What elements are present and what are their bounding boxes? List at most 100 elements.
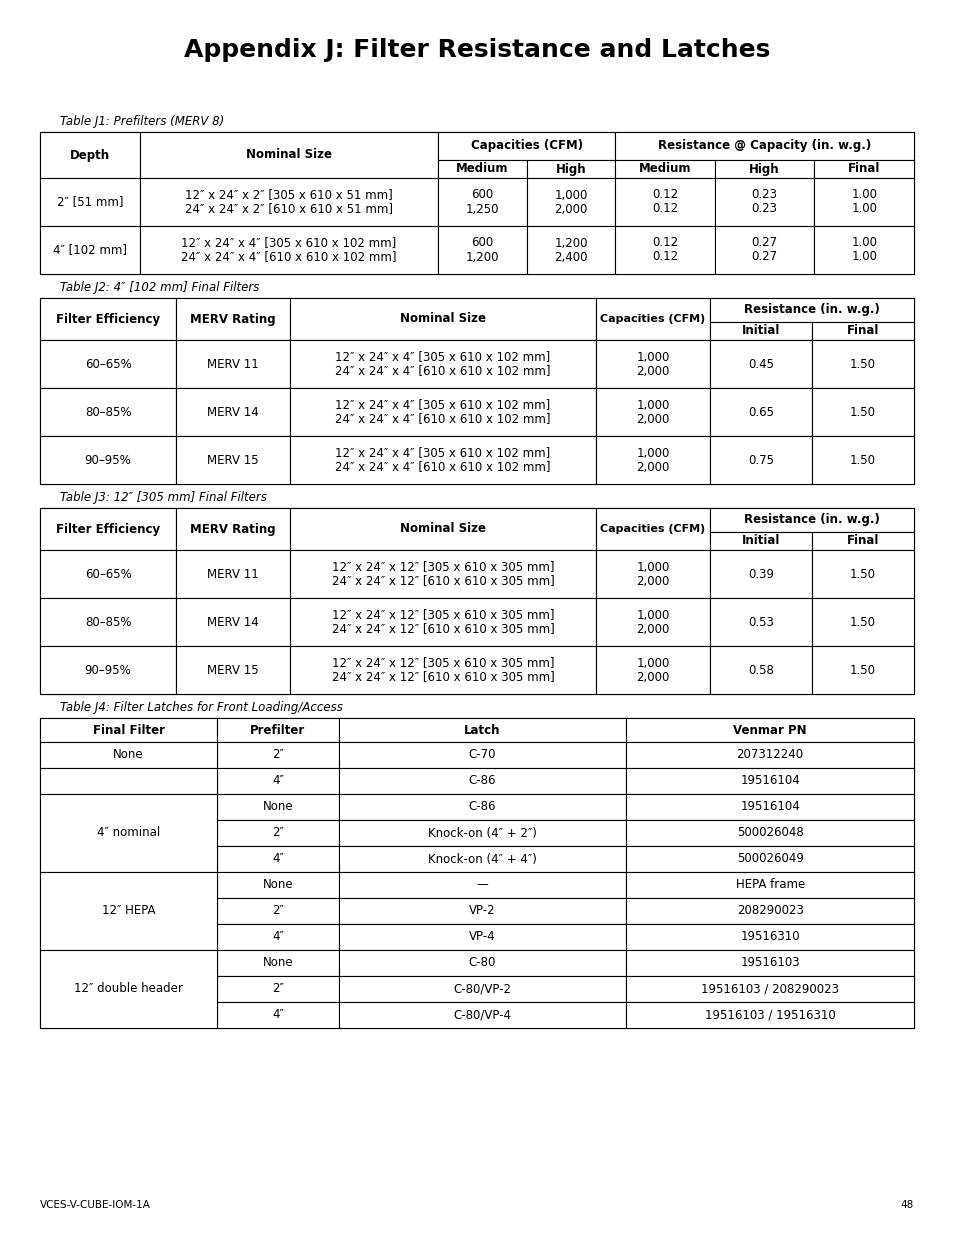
Bar — [176, 598, 290, 646]
Bar — [626, 718, 913, 742]
Text: C-86: C-86 — [468, 774, 496, 788]
Text: Appendix J: Filter Resistance and Latches: Appendix J: Filter Resistance and Latche… — [184, 38, 769, 62]
Text: 2″: 2″ — [272, 748, 283, 762]
Bar — [526, 178, 615, 226]
Bar — [709, 388, 811, 436]
Text: C-80/VP-4: C-80/VP-4 — [453, 1009, 511, 1021]
Bar — [626, 898, 913, 924]
Text: 12″ x 24″ x 12″ [305 x 610 x 305 mm]: 12″ x 24″ x 12″ [305 x 610 x 305 mm] — [332, 561, 554, 573]
Bar — [811, 388, 913, 436]
Text: Table J1: Prefilters (MERV 8): Table J1: Prefilters (MERV 8) — [60, 116, 224, 128]
Text: Initial: Initial — [740, 535, 780, 547]
Bar — [615, 132, 913, 161]
Bar — [811, 436, 913, 484]
Bar — [437, 161, 526, 178]
Text: MERV 14: MERV 14 — [207, 405, 258, 419]
Bar — [338, 742, 626, 768]
Text: 1.50: 1.50 — [849, 663, 875, 677]
Text: 1,000: 1,000 — [636, 609, 669, 621]
Bar — [596, 646, 709, 694]
Text: 1.50: 1.50 — [849, 568, 875, 580]
Text: Medium: Medium — [639, 163, 691, 175]
Text: Venmar PN: Venmar PN — [733, 724, 806, 736]
Text: 1.00: 1.00 — [850, 203, 877, 215]
Bar — [176, 646, 290, 694]
Text: Prefilter: Prefilter — [250, 724, 305, 736]
Text: Medium: Medium — [456, 163, 508, 175]
Text: Resistance @ Capacity (in. w.g.): Resistance @ Capacity (in. w.g.) — [658, 140, 870, 152]
Bar — [40, 298, 176, 340]
Bar — [338, 846, 626, 872]
Bar — [709, 340, 811, 388]
Bar — [338, 872, 626, 898]
Bar — [338, 950, 626, 976]
Bar — [216, 768, 338, 794]
Text: 90–95%: 90–95% — [85, 453, 132, 467]
Bar — [596, 550, 709, 598]
Text: 60–65%: 60–65% — [85, 357, 132, 370]
Text: Initial: Initial — [740, 325, 780, 337]
Text: 0.53: 0.53 — [747, 615, 773, 629]
Bar — [714, 226, 814, 274]
Text: 0.65: 0.65 — [747, 405, 773, 419]
Bar — [290, 388, 596, 436]
Text: 0.23: 0.23 — [751, 189, 777, 201]
Text: 1,000: 1,000 — [636, 399, 669, 411]
Text: 2,000: 2,000 — [636, 622, 669, 636]
Bar — [40, 508, 913, 694]
Bar — [709, 322, 811, 340]
Bar — [40, 340, 176, 388]
Bar — [709, 646, 811, 694]
Bar — [290, 646, 596, 694]
Bar — [338, 718, 626, 742]
Text: 12″ x 24″ x 4″ [305 x 610 x 102 mm]: 12″ x 24″ x 4″ [305 x 610 x 102 mm] — [335, 351, 550, 363]
Text: C-70: C-70 — [468, 748, 496, 762]
Text: Final: Final — [846, 535, 878, 547]
Bar — [216, 924, 338, 950]
Text: None: None — [262, 800, 293, 814]
Text: 1,000: 1,000 — [554, 189, 587, 201]
Text: 90–95%: 90–95% — [85, 663, 132, 677]
Text: 12″ HEPA: 12″ HEPA — [102, 904, 155, 918]
Text: Nominal Size: Nominal Size — [246, 148, 332, 162]
Bar — [176, 388, 290, 436]
Text: 1,000: 1,000 — [636, 657, 669, 669]
Text: 12″ x 24″ x 4″ [305 x 610 x 102 mm]: 12″ x 24″ x 4″ [305 x 610 x 102 mm] — [335, 399, 550, 411]
Text: 1,000: 1,000 — [636, 561, 669, 573]
Bar — [40, 718, 216, 742]
Text: Knock-on (4″ + 2″): Knock-on (4″ + 2″) — [428, 826, 537, 840]
Text: C-80/VP-2: C-80/VP-2 — [453, 983, 511, 995]
Text: Final: Final — [846, 325, 878, 337]
Text: 500026049: 500026049 — [736, 852, 802, 866]
Text: HEPA frame: HEPA frame — [735, 878, 804, 892]
Bar — [811, 598, 913, 646]
Bar — [526, 161, 615, 178]
Text: VP-2: VP-2 — [469, 904, 496, 918]
Text: 12″ double header: 12″ double header — [74, 983, 183, 995]
Bar — [626, 768, 913, 794]
Bar — [437, 226, 526, 274]
Text: 19516104: 19516104 — [740, 774, 800, 788]
Bar — [709, 508, 913, 532]
Bar — [709, 436, 811, 484]
Text: 4″: 4″ — [272, 1009, 283, 1021]
Bar — [626, 950, 913, 976]
Bar — [811, 646, 913, 694]
Bar — [714, 178, 814, 226]
Text: 2″ [51 mm]: 2″ [51 mm] — [56, 195, 123, 209]
Bar — [216, 872, 338, 898]
Text: 0.12: 0.12 — [651, 251, 678, 263]
Text: 12″ x 24″ x 2″ [305 x 610 x 51 mm]: 12″ x 24″ x 2″ [305 x 610 x 51 mm] — [185, 189, 393, 201]
Text: 24″ x 24″ x 4″ [610 x 610 x 102 mm]: 24″ x 24″ x 4″ [610 x 610 x 102 mm] — [335, 364, 550, 378]
Text: 24″ x 24″ x 12″ [610 x 610 x 305 mm]: 24″ x 24″ x 12″ [610 x 610 x 305 mm] — [332, 671, 554, 683]
Bar — [40, 508, 176, 550]
Bar — [40, 178, 139, 226]
Bar — [40, 298, 913, 484]
Bar — [290, 550, 596, 598]
Text: None: None — [262, 956, 293, 969]
Bar — [615, 178, 714, 226]
Text: Filter Efficiency: Filter Efficiency — [56, 522, 160, 536]
Text: 24″ x 24″ x 4″ [610 x 610 x 102 mm]: 24″ x 24″ x 4″ [610 x 610 x 102 mm] — [335, 412, 550, 426]
Bar — [176, 436, 290, 484]
Bar — [526, 226, 615, 274]
